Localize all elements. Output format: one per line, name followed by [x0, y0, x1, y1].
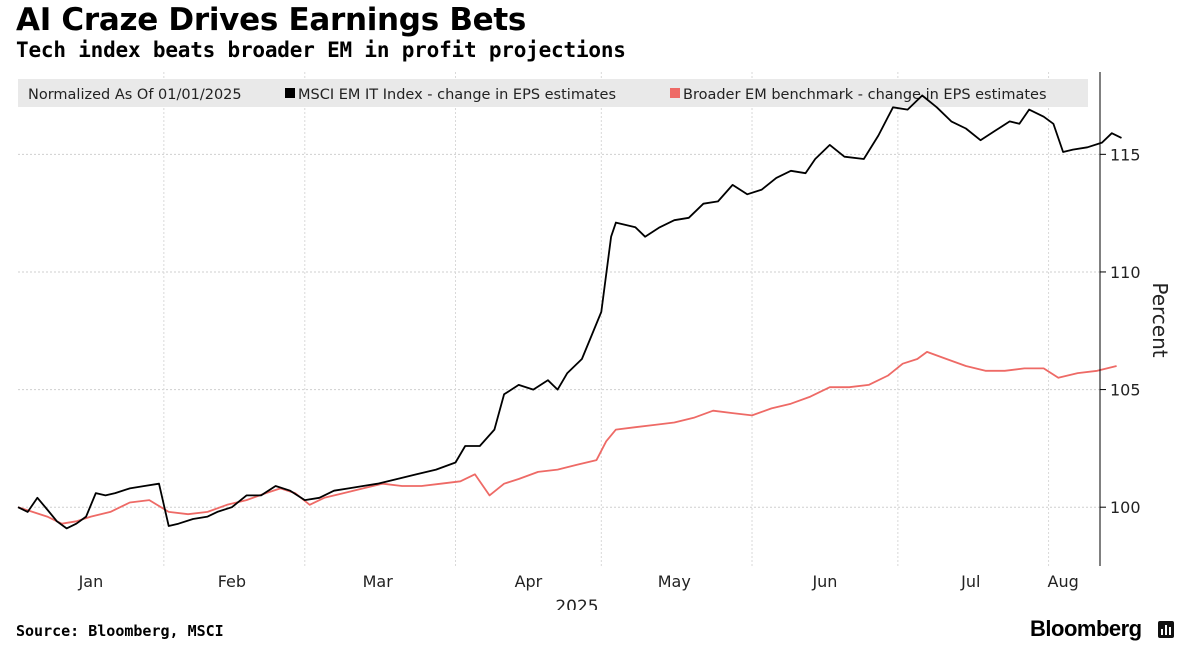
- source-note: Source: Bloomberg, MSCI: [16, 622, 224, 640]
- x-tick-label-jan: Jan: [78, 572, 104, 591]
- x-tick-label-jul: Jul: [960, 572, 980, 591]
- legend-swatch-broader-em: [670, 88, 680, 98]
- series-lines: [17, 94, 1122, 530]
- x-tick-label-may: May: [658, 572, 691, 591]
- x-tick-labels: Jan Feb Mar Apr May Jun Jul Aug: [78, 572, 1079, 591]
- x-tick-label-mar: Mar: [363, 572, 394, 591]
- legend-swatch-msci-em-it: [285, 88, 295, 98]
- legend-background: [18, 79, 1088, 107]
- y-tick-label-100: 100: [1110, 498, 1141, 517]
- y-tick-label-115: 115: [1110, 145, 1141, 164]
- bloomberg-terminal-icon: [1158, 621, 1174, 638]
- legend-note: Normalized As Of 01/01/2025: [28, 87, 242, 103]
- x-tick-label-apr: Apr: [515, 572, 543, 591]
- line-chart: Normalized As Of 01/01/2025 MSCI EM IT I…: [17, 72, 1172, 610]
- x-tick-label-feb: Feb: [218, 572, 246, 591]
- legend-label-broader-em: Broader EM benchmark - change in EPS est…: [683, 87, 1047, 103]
- chart-title: AI Craze Drives Earnings Bets: [16, 2, 527, 38]
- x-axis-title: 2025: [555, 597, 598, 610]
- y-tick-label-110: 110: [1110, 263, 1141, 282]
- grid-lines: [18, 72, 1100, 566]
- bloomberg-logo: Bloomberg: [1030, 616, 1142, 641]
- x-tick-label-jun: Jun: [811, 572, 837, 591]
- y-tick-labels: 100 105 110 115: [1100, 145, 1141, 517]
- legend-label-msci-em-it: MSCI EM IT Index - change in EPS estimat…: [298, 87, 616, 103]
- chart-subtitle: Tech index beats broader EM in profit pr…: [16, 38, 626, 62]
- y-axis-title: Percent: [1148, 282, 1172, 357]
- x-tick-label-aug: Aug: [1048, 572, 1079, 591]
- series-line-msci-em-it: [17, 94, 1122, 530]
- y-tick-label-105: 105: [1110, 381, 1141, 400]
- legend: Normalized As Of 01/01/2025 MSCI EM IT I…: [18, 79, 1088, 107]
- series-line-broader-em: [17, 351, 1117, 525]
